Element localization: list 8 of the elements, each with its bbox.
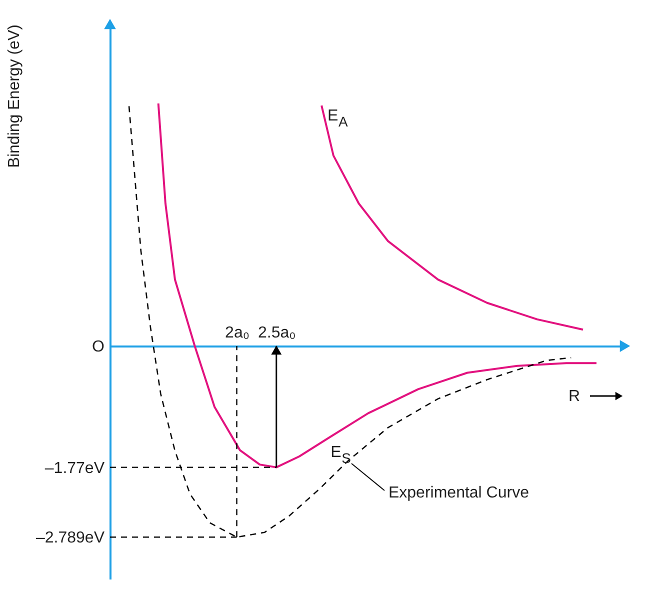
x-tick-label: 2.5a₀: [258, 324, 296, 342]
y-tick-label: –2.789eV: [36, 530, 105, 547]
y-tick-label: O: [92, 338, 104, 356]
text: Experimental Curve: [388, 484, 530, 502]
y-axis-title: Binding Energy (eV): [6, 24, 23, 168]
x-axis-title: R: [568, 388, 580, 406]
x-tick-label: 2a₀: [225, 324, 250, 342]
y-tick-label: –1.77eV: [44, 460, 105, 477]
